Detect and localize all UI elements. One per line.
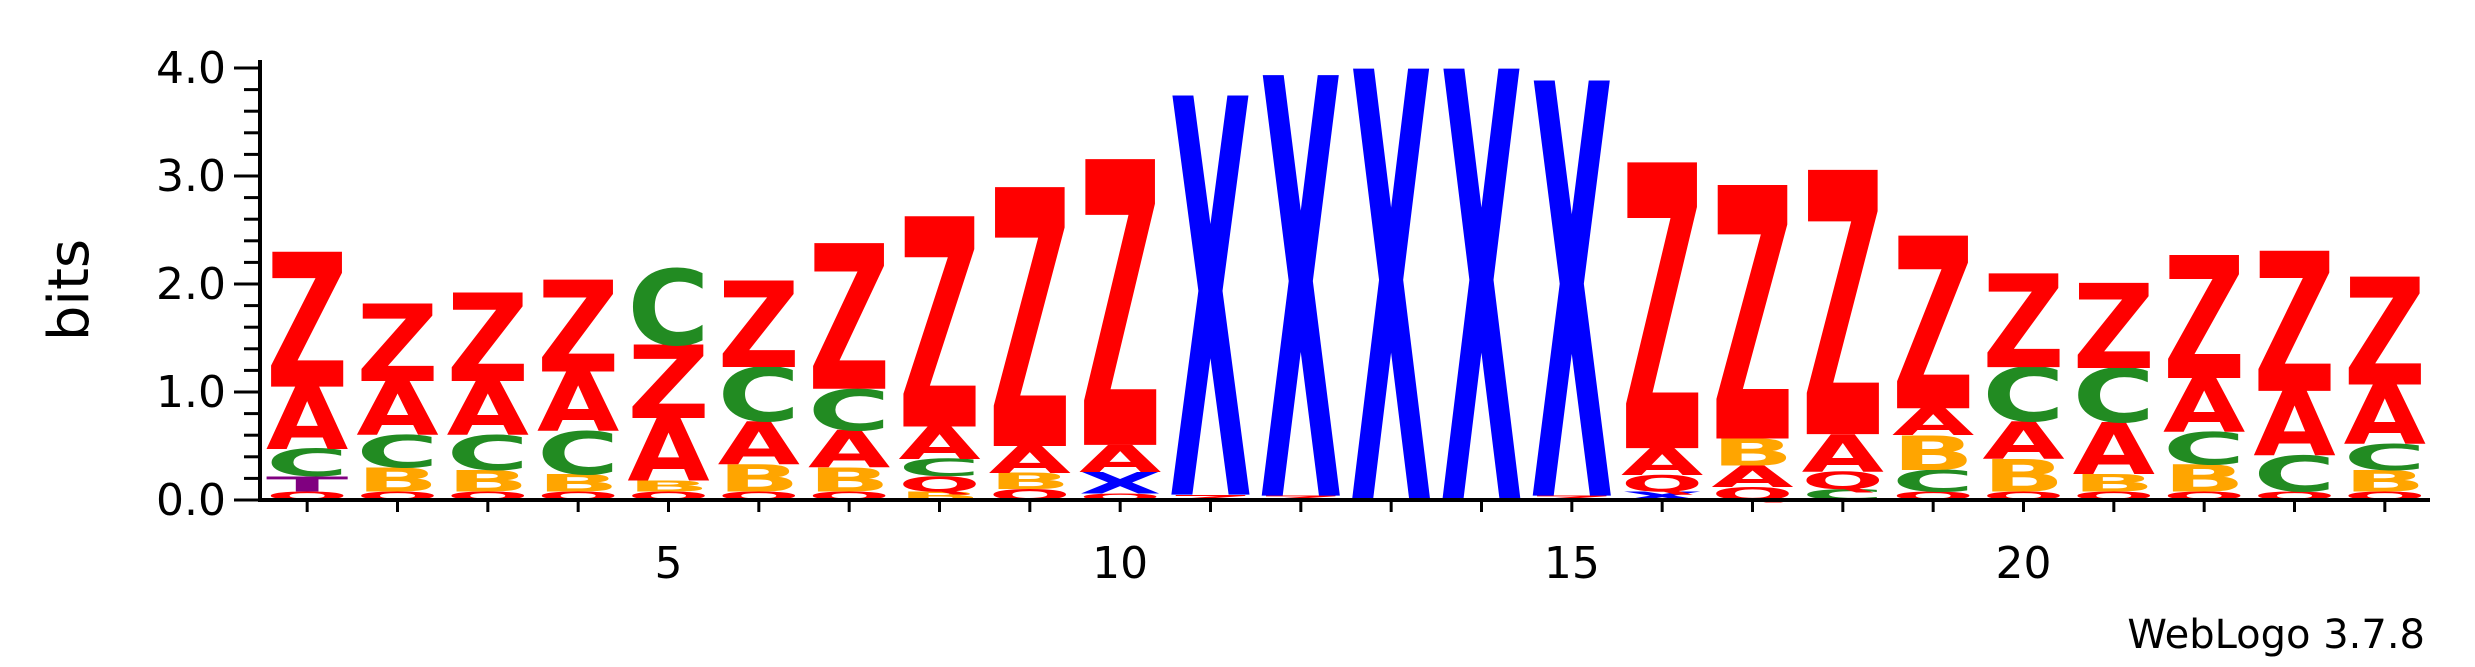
x-ticks: 5 10 15 20 <box>305 500 2387 589</box>
logo-letter-A: A <box>356 367 438 453</box>
logo-letter-A: A <box>808 419 891 480</box>
logo-letter-A: A <box>266 369 349 469</box>
logo-letter-C: C <box>1892 464 1974 498</box>
logo-letter-B: B <box>627 478 709 495</box>
logo-letter-A: A <box>1982 411 2065 472</box>
y-tick-label: 1.0 <box>156 367 226 418</box>
logo-letter-B: B <box>2163 457 2245 500</box>
logo-letter-Z: Z <box>1982 247 2064 398</box>
logo-letter-C: C <box>537 420 619 489</box>
logo-letter-X: X <box>1440 0 1522 641</box>
plot-area: QTCAZQBCAZQBCAZQBCAZQBAZCQBACZQBACZBQCAZ… <box>266 0 2426 641</box>
logo-letter-Z: Z <box>537 256 619 402</box>
y-ticks: 0.0 1.0 2.0 3.0 4.0 <box>156 43 260 526</box>
x-tick-label: 5 <box>655 538 683 589</box>
logo-letter-Q: Q <box>1621 471 1703 497</box>
logo-letter-B: B <box>808 461 890 499</box>
logo-letter-Z: Z <box>1892 189 1974 464</box>
logo-letter-Z: Z <box>718 258 800 396</box>
logo-letter-X: X <box>1079 466 1161 500</box>
logo-letter-A: A <box>1079 438 1162 481</box>
logo-letter-Q: Q <box>898 472 980 496</box>
x-tick-label: 10 <box>1092 538 1148 589</box>
logo-letter-A: A <box>2073 409 2155 491</box>
logo-letter-A: A <box>718 410 801 479</box>
logo-letter-Z: Z <box>2344 249 2426 421</box>
logo-letter-B: B <box>356 461 438 499</box>
logo-letter-C: C <box>2163 424 2245 476</box>
logo-letter-C: C <box>356 427 438 479</box>
logo-letter-Z: Z <box>2073 261 2155 397</box>
logo-letter-A: A <box>627 401 710 501</box>
logo-letter-Z: Z <box>356 283 438 407</box>
logo-letter-Z: Z <box>808 204 890 436</box>
logo-letter-A: A <box>1892 401 1975 444</box>
logo-letter-X: X <box>1169 0 1251 625</box>
x-tick-label: 20 <box>1996 538 2052 589</box>
logo-letter-Z: Z <box>1531 494 1613 501</box>
logo-letter-X: X <box>1350 0 1432 641</box>
y-tick-label: 3.0 <box>156 151 226 202</box>
logo-letter-Z: Z <box>1260 494 1342 501</box>
logo-letter-T: T <box>266 472 348 496</box>
logo-letter-Z: Z <box>1802 99 1884 520</box>
y-tick-label: 0.0 <box>156 475 226 526</box>
logo-letter-Z: Z <box>266 217 348 432</box>
logo-letter-Z: Z <box>447 269 529 410</box>
logo-letter-X: X <box>1531 0 1613 631</box>
logo-letter-A: A <box>2344 369 2426 464</box>
logo-letter-A: A <box>447 367 529 453</box>
logo-letter-Z: Z <box>2253 213 2335 437</box>
y-tick-label: 2.0 <box>156 259 226 310</box>
logo-letter-C: C <box>627 250 709 370</box>
logo-letter-A: A <box>1621 441 1704 484</box>
logo-letter-C: C <box>266 442 348 485</box>
logo-letter-Z: Z <box>898 159 980 495</box>
logo-letter-C: C <box>808 378 890 443</box>
logo-letter-B: B <box>989 469 1071 495</box>
logo-letter-C: C <box>2073 355 2155 441</box>
logo-letter-Q: Q <box>1079 492 1161 502</box>
y-axis-title: bits <box>37 239 102 341</box>
y-tick-label: 4.0 <box>156 43 226 94</box>
logo-letter-B: B <box>1892 426 1974 481</box>
logo-letter-Z: Z <box>989 117 1071 531</box>
logo-letter-C: C <box>2344 437 2426 478</box>
logo-letter-A: A <box>537 356 619 451</box>
logo-letter-A: A <box>898 418 980 470</box>
logo-letter-X: X <box>1260 0 1342 632</box>
logo-letter-A: A <box>1802 424 1885 485</box>
axes: 0.0 1.0 2.0 3.0 4.0 5 10 15 20 <box>156 43 2430 589</box>
weblogo-credit: WebLogo 3.7.8 <box>2127 612 2425 658</box>
logo-letter-B: B <box>1982 451 2064 503</box>
logo-letter-C: C <box>2253 447 2335 503</box>
logo-letter-Z: Z <box>627 325 709 442</box>
logo-letter-C: C <box>718 353 800 439</box>
logo-letter-A: A <box>1711 460 1794 494</box>
logo-letter-Z: Z <box>2163 222 2245 418</box>
logo-letter-C: C <box>898 455 980 482</box>
logo-letter-B: B <box>2344 464 2426 498</box>
x-tick-label: 15 <box>1544 538 1600 589</box>
logo-letter-B: B <box>1711 432 1793 475</box>
logo-letter-A: A <box>2163 363 2245 449</box>
logo-letter-A: A <box>2253 374 2336 477</box>
logo-letter-C: C <box>447 426 529 481</box>
logo-letter-Z: Z <box>1169 493 1251 502</box>
logo-letter-B: B <box>718 457 800 500</box>
logo-letter-Q: Q <box>1802 467 1884 495</box>
logo-letter-B: B <box>447 464 529 498</box>
logo-letter-Z: Z <box>1621 85 1703 541</box>
logo-letter-Z: Z <box>1711 116 1793 521</box>
logo-letter-Z: Z <box>1079 82 1161 538</box>
logo-letter-B: B <box>537 470 619 498</box>
logo-letter-C: C <box>1982 353 2064 439</box>
logo-letter-B: B <box>2073 470 2155 498</box>
logo-letter-A: A <box>989 439 1072 482</box>
